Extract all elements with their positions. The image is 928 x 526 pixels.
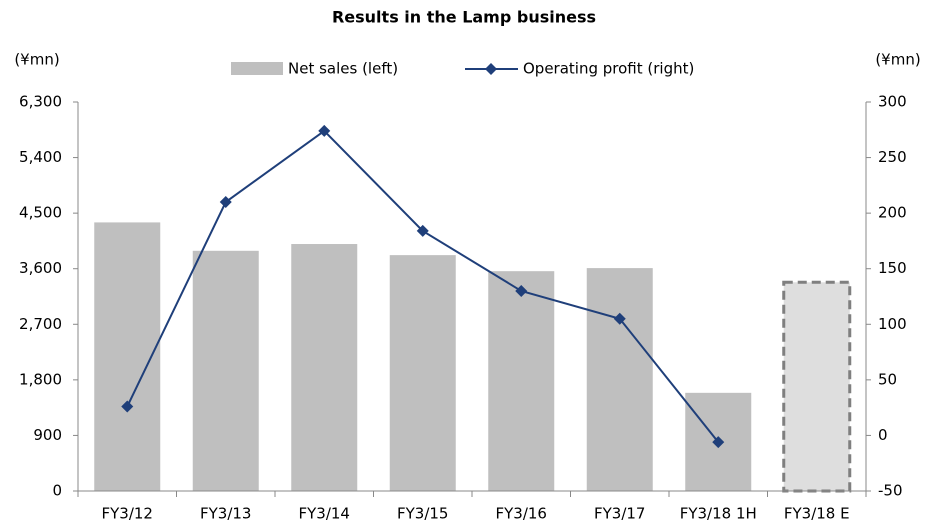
y2-tick-label: 200 — [878, 204, 907, 222]
legend-label: Operating profit (right) — [523, 60, 694, 78]
bar — [192, 250, 259, 491]
bar — [291, 244, 358, 491]
y-tick-label: 0 — [52, 482, 62, 500]
legend-marker — [485, 63, 497, 75]
bar — [389, 255, 456, 491]
y-tick-label: 4,500 — [19, 204, 62, 222]
line-marker — [219, 196, 232, 209]
x-tick-label: FY3/15 — [397, 505, 448, 523]
x-tick-label: FY3/13 — [200, 505, 251, 523]
legend-swatch — [231, 62, 283, 75]
line-marker — [416, 224, 429, 237]
y2-tick-label: 100 — [878, 315, 907, 333]
bar — [782, 280, 852, 493]
x-tick-label: FY3/17 — [594, 505, 645, 523]
bar — [586, 268, 653, 491]
x-tick-label: FY3/12 — [102, 505, 153, 523]
line-marker — [613, 312, 626, 325]
y2-axis-unit: (¥mn) — [875, 51, 920, 69]
x-tick-label: FY3/18 1H — [680, 505, 757, 523]
y-tick-label: 6,300 — [19, 93, 62, 111]
legend-label: Net sales (left) — [288, 60, 398, 78]
y2-tick-label: 50 — [878, 370, 897, 388]
y-tick-label: 1,800 — [19, 370, 62, 388]
line-marker — [318, 124, 331, 137]
y2-tick-label: 150 — [878, 259, 907, 277]
bar — [488, 271, 555, 491]
line-marker — [121, 400, 134, 413]
x-tick-label: FY3/16 — [496, 505, 547, 523]
x-tick-label: FY3/18 E — [784, 505, 850, 523]
y-axis-unit: (¥mn) — [14, 51, 59, 69]
y-tick-label: 2,700 — [19, 315, 62, 333]
bar — [94, 222, 161, 491]
y2-tick-label: 300 — [878, 93, 907, 111]
y2-tick-label: -50 — [878, 482, 903, 500]
y-tick-label: 900 — [33, 426, 62, 444]
y2-tick-label: 250 — [878, 148, 907, 166]
y2-tick-label: 0 — [878, 426, 888, 444]
chart-title: Results in the Lamp business — [332, 8, 596, 27]
x-tick-label: FY3/14 — [299, 505, 350, 523]
y-tick-label: 5,400 — [19, 148, 62, 166]
line-marker — [515, 284, 528, 297]
y-tick-label: 3,600 — [19, 259, 62, 277]
line-marker — [712, 436, 725, 449]
